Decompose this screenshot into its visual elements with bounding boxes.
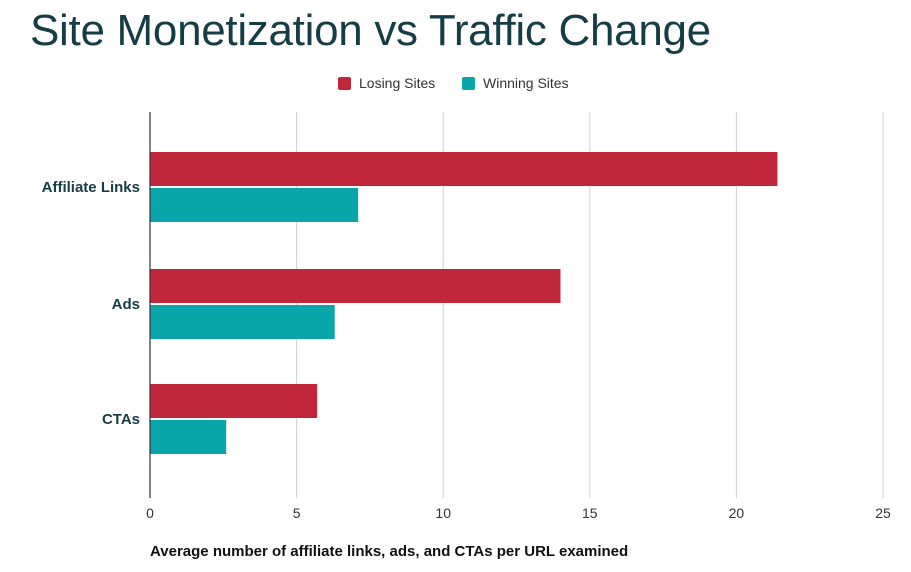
bar-losing-sites-ads xyxy=(150,269,561,303)
bar-winning-sites-affiliate-links xyxy=(150,188,359,222)
legend-label-winning-sites: Winning Sites xyxy=(483,75,569,91)
y-tick-label-ads: Ads xyxy=(112,296,140,313)
x-tick-label-15: 15 xyxy=(582,505,598,521)
x-tick-label-0: 0 xyxy=(146,505,154,521)
bar-winning-sites-ads xyxy=(150,305,335,339)
legend-swatch-losing-sites xyxy=(338,76,351,90)
legend: Losing Sites Winning Sites xyxy=(0,73,911,93)
x-tick-label-25: 25 xyxy=(875,505,891,521)
bar-winning-sites-ctas xyxy=(150,420,227,454)
y-tick-label-ctas: CTAs xyxy=(102,411,140,428)
bar-losing-sites-affiliate-links xyxy=(150,152,778,186)
legend-item-losing-sites: Losing Sites xyxy=(338,73,435,93)
chart-title: Site Monetization vs Traffic Change xyxy=(30,6,711,55)
legend-item-winning-sites: Winning Sites xyxy=(462,73,569,93)
x-tick-label-5: 5 xyxy=(293,505,301,521)
legend-swatch-winning-sites xyxy=(462,76,475,90)
x-axis-label: Average number of affiliate links, ads, … xyxy=(150,543,629,560)
bar-losing-sites-ctas xyxy=(150,384,318,418)
legend-label-losing-sites: Losing Sites xyxy=(359,75,436,91)
x-tick-label-10: 10 xyxy=(435,505,451,521)
y-tick-label-affiliate-links: Affiliate Links xyxy=(42,179,140,196)
x-tick-label-20: 20 xyxy=(729,505,745,521)
